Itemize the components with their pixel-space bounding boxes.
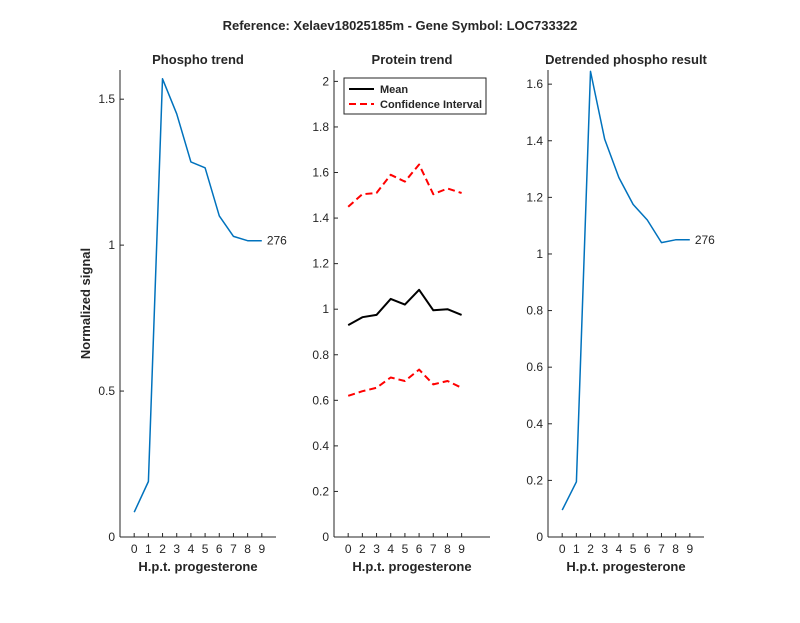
y-tick-label: 0 (536, 530, 543, 544)
x-tick-label: 7 (658, 542, 665, 556)
y-tick-label: 0 (108, 530, 115, 544)
y-tick-label: 1.6 (312, 166, 329, 180)
y-tick-label: 1 (322, 302, 329, 316)
y-tick-label: 0.4 (312, 439, 329, 453)
y-tick-label: 1.5 (98, 92, 115, 106)
y-tick-label: 1.2 (312, 257, 329, 271)
y-tick-label: 1 (536, 247, 543, 261)
x-tick-label: 2 (359, 542, 366, 556)
legend-entry-label: Confidence Interval (380, 99, 482, 111)
legend: Mean Confidence Interval (343, 77, 487, 115)
x-tick-label: 0 (559, 542, 566, 556)
end-label: 276 (695, 233, 715, 247)
x-axis-label: H.p.t. progesterone (352, 559, 471, 574)
y-tick-label: 0.2 (312, 484, 329, 498)
series-line-2 (347, 368, 463, 397)
x-tick-label: 0 (131, 542, 138, 556)
x-tick-label: 2 (587, 542, 594, 556)
figure-title: Reference: Xelaev18025185m - Gene Symbol… (223, 18, 578, 33)
x-tick-label: 1 (573, 542, 580, 556)
x-tick-label: 4 (616, 542, 623, 556)
series-line-0 (133, 78, 262, 513)
legend-box (343, 77, 487, 115)
series-line-0 (561, 70, 690, 511)
x-tick-label: 6 (216, 542, 223, 556)
x-tick-label: 9 (258, 542, 265, 556)
x-tick-label: 0 (345, 542, 352, 556)
y-tick-label: 0.6 (312, 393, 329, 407)
x-tick-label: 2 (159, 542, 166, 556)
x-tick-label: 9 (458, 542, 465, 556)
series-line-0 (347, 288, 462, 326)
legend-entry-label: Mean (380, 84, 408, 96)
x-tick-label: 6 (644, 542, 651, 556)
x-tick-label: 5 (630, 542, 637, 556)
x-tick-label: 5 (402, 542, 409, 556)
x-tick-label: 3 (601, 542, 608, 556)
series-line-1 (347, 163, 462, 208)
y-tick-label: 0.8 (526, 304, 543, 318)
y-tick-label: 1.2 (526, 190, 543, 204)
y-tick-label: 1 (108, 238, 115, 252)
x-axis-label: H.p.t. progesterone (138, 559, 257, 574)
x-tick-label: 8 (672, 542, 679, 556)
y-axis-label: Normalized signal (78, 248, 93, 359)
y-tick-label: 0.6 (526, 360, 543, 374)
y-tick-label: 0.2 (526, 473, 543, 487)
y-tick-label: 1.4 (312, 211, 329, 225)
panel-detrended: 00.20.40.60.811.21.41.60 1 2 3 4 5 6 7 8 9Detrend… (526, 52, 715, 574)
y-tick-label: 2 (322, 74, 329, 88)
y-tick-label: 1.8 (312, 120, 329, 134)
panel-title: Phospho trend (152, 52, 244, 67)
end-label: 276 (267, 234, 287, 248)
panel-title: Detrended phospho result (545, 52, 707, 67)
x-tick-label: 4 (188, 542, 195, 556)
y-tick-label: 1.4 (526, 134, 543, 148)
panel-title: Protein trend (372, 52, 453, 67)
y-tick-label: 0.5 (98, 384, 115, 398)
y-tick-label: 0.8 (312, 348, 329, 362)
x-tick-label: 5 (202, 542, 209, 556)
x-tick-label: 4 (387, 542, 394, 556)
y-tick-label: 0.4 (526, 417, 543, 431)
x-axis-label: H.p.t. progesterone (566, 559, 685, 574)
panel-protein: 00.20.40.60.811.21.41.61.820 2 3 4 5 6 7 8 9Prot… (312, 52, 490, 574)
x-tick-label: 3 (373, 542, 380, 556)
x-tick-label: 6 (416, 542, 423, 556)
x-tick-label: 1 (145, 542, 152, 556)
y-tick-label: 0 (322, 530, 329, 544)
x-tick-label: 8 (244, 542, 251, 556)
x-tick-label: 8 (444, 542, 451, 556)
x-tick-label: 7 (230, 542, 237, 556)
x-tick-label: 7 (430, 542, 437, 556)
y-tick-label: 1.6 (526, 77, 543, 91)
x-tick-label: 3 (173, 542, 180, 556)
x-tick-label: 9 (686, 542, 693, 556)
